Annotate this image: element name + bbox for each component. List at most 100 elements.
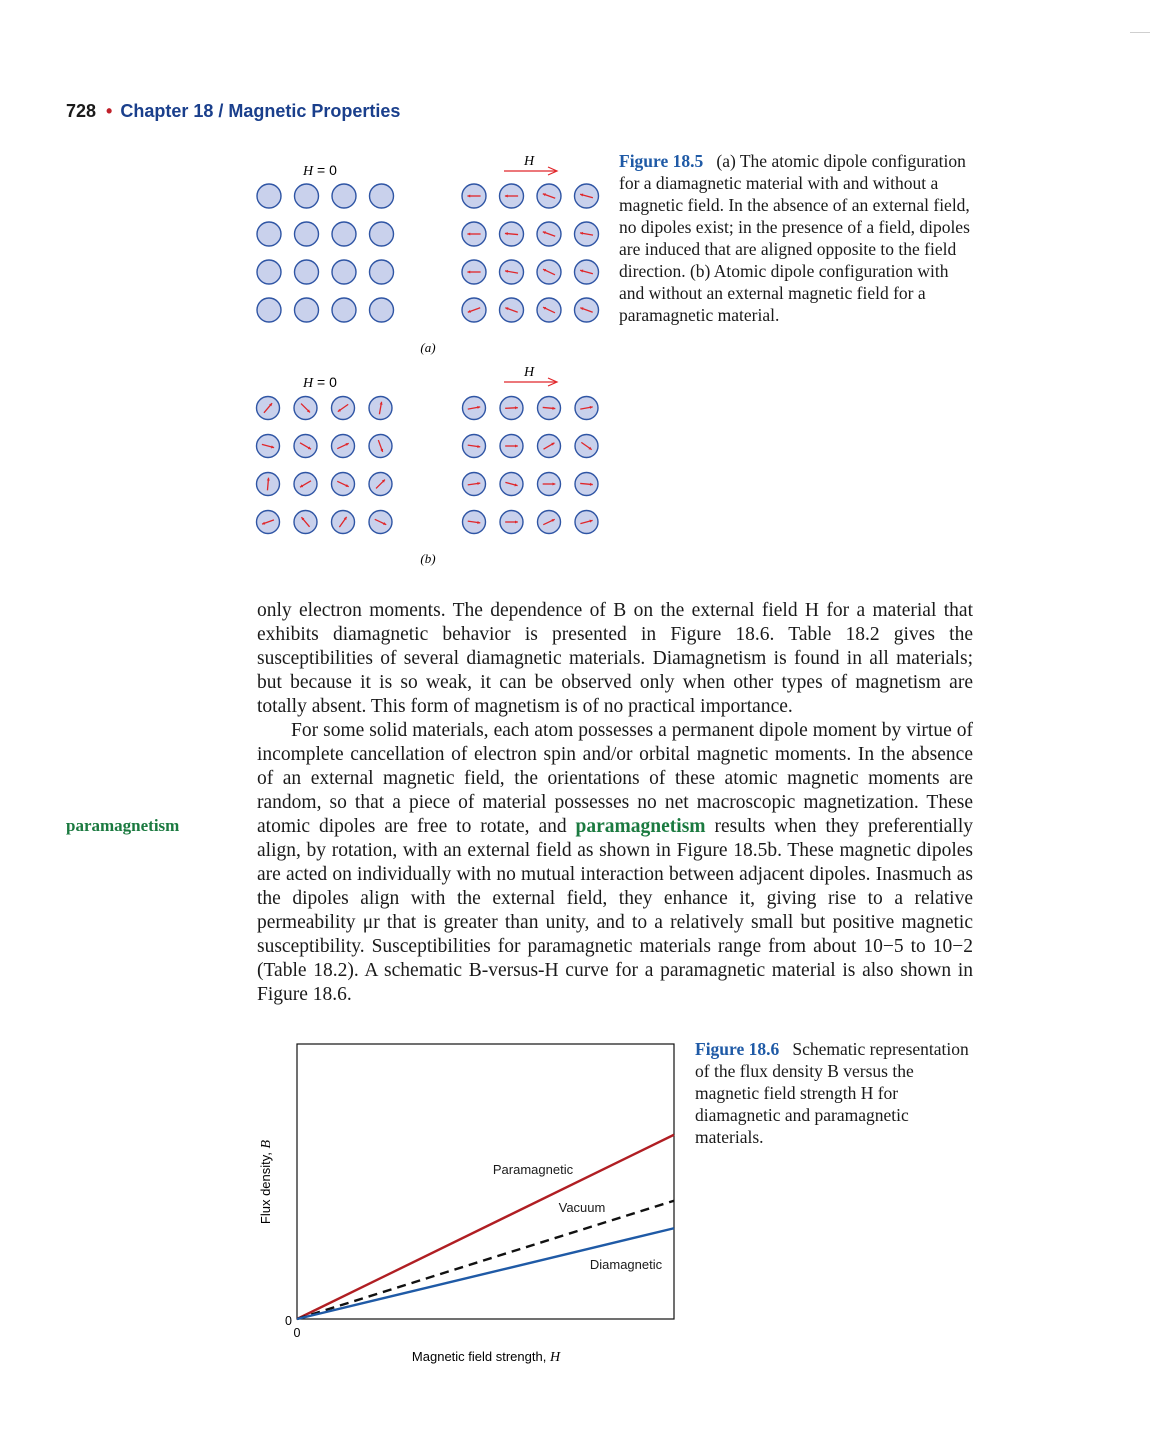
panel-a-left-atom — [293, 259, 320, 285]
panel-b-right-atom — [461, 433, 487, 459]
panel-b-left-atom — [330, 471, 356, 497]
panel-a-field-grid — [461, 183, 600, 323]
atom-circle — [293, 259, 320, 285]
panel-a-no-field-grid — [256, 183, 395, 323]
dipole-arrowhead — [589, 482, 593, 486]
figure-18-5-caption: Figure 18.5 (a) The atomic dipole config… — [619, 150, 975, 326]
panel-b-right-atom — [574, 471, 599, 497]
dipole-arrowhead — [543, 307, 547, 310]
key-term-paramagnetism: paramagnetism — [575, 816, 706, 837]
panel-a-right-atom — [536, 221, 562, 247]
panel-a-right-atom — [536, 259, 562, 285]
dipole-arrowhead — [580, 269, 584, 273]
dipole-arrowhead — [262, 521, 266, 525]
atom-circle — [368, 221, 395, 247]
panel-b-left-atom — [255, 471, 281, 497]
dipole-arrowhead — [270, 445, 275, 449]
dipole-arrowhead — [588, 446, 592, 450]
panel-b-right-atom — [536, 433, 562, 459]
dipole-arrowhead — [580, 231, 584, 235]
x-tick-label: 0 — [294, 1326, 301, 1340]
panel-a-field-arrow — [504, 166, 559, 176]
dipole-arrowhead — [551, 519, 555, 522]
panel-a-right-atom — [498, 221, 525, 247]
dipole-arrowhead — [515, 444, 518, 448]
dipole-arrowhead — [580, 307, 584, 311]
panel-b-right-atom — [499, 395, 524, 421]
panel-b-left-atom — [330, 509, 356, 535]
figure-18-6-caption: Figure 18.6 Schematic representation of … — [695, 1038, 975, 1148]
dipole-arrowhead — [381, 479, 385, 483]
panel-b-field-arrow — [504, 377, 559, 387]
panel-b-no-field-grid — [255, 395, 393, 535]
header-bullet: • — [106, 101, 113, 121]
series-label-paramagnetic: Paramagnetic — [493, 1162, 574, 1177]
panel-a-left-atom — [256, 221, 282, 247]
panel-b-left-atom — [293, 471, 318, 497]
panel-b-left-atom — [255, 509, 281, 535]
panel-b-right-atom — [536, 395, 562, 421]
dipole-arrowhead — [345, 484, 349, 487]
figure-18-5-caption-text: (a) The atomic dipole configuration for … — [619, 151, 970, 325]
panel-b-sublabel: (b) — [420, 551, 435, 566]
panel-b-left-atom — [255, 395, 281, 421]
panel-b-right-atom — [536, 471, 562, 497]
atom-circle — [331, 259, 357, 285]
panel-b-left-atom — [293, 433, 318, 459]
panel-b-left-atom — [368, 433, 393, 459]
panel-b-left-atom — [330, 395, 356, 421]
series-line-vacuum — [296, 1199, 675, 1321]
panel-b-right-atom — [574, 395, 599, 421]
figure-18-5-diagram: H = 0 H (a) H = 0 H (b) — [255, 154, 600, 566]
atom-circle — [256, 183, 282, 209]
panel-a-left-atom — [331, 183, 357, 209]
dipole-arrowhead — [343, 516, 347, 520]
atom-circle — [293, 183, 320, 209]
atom-circle — [368, 297, 395, 323]
panel-b-left-label: H = 0 — [302, 374, 337, 391]
panel-b-right-atom — [574, 509, 599, 535]
dipole-arrowhead — [551, 442, 555, 446]
series-line-paramagnetic — [296, 1133, 675, 1321]
dipole-arrowhead — [306, 409, 310, 413]
atom-circle — [256, 259, 282, 285]
series-label-vacuum: Vacuum — [559, 1200, 606, 1215]
panel-a-left-atom — [256, 297, 282, 323]
dipole-arrowhead — [380, 448, 384, 452]
panel-b-left-atom — [368, 395, 393, 421]
dipole-arrowhead — [383, 522, 387, 525]
dipole-arrowhead — [505, 269, 509, 273]
panel-a-sublabel: (a) — [420, 340, 435, 355]
chart-series-group: Paramagnetic Vacuum Diamagnetic — [296, 1133, 675, 1321]
panel-b-right-atom — [461, 471, 487, 497]
panel-a-right-atom — [498, 183, 525, 209]
dipole-arrowhead — [467, 309, 471, 313]
dipole-arrowhead — [552, 482, 556, 486]
paragraph-2: For some solid materials, each atom poss… — [257, 719, 973, 1007]
dipole-arrowhead — [477, 405, 481, 409]
dipole-arrowhead — [467, 194, 471, 198]
margin-term: paramagnetism — [66, 816, 180, 835]
dipole-arrowhead — [589, 405, 593, 409]
panel-a-field-label: H — [523, 154, 535, 169]
panel-a-right-atom — [461, 221, 487, 247]
panel-a-right-atom — [536, 297, 562, 323]
panel-a-left-atom — [293, 183, 320, 209]
dipole-arrowhead — [467, 232, 471, 236]
atom-circle — [331, 221, 357, 247]
dipole-arrowhead — [514, 406, 518, 410]
panel-a-left-atom — [293, 297, 320, 323]
paragraph-2-start: For some solid materials, each atom poss… — [257, 720, 973, 837]
figure-18-6-caption-text: Schematic representation of the flux den… — [695, 1039, 969, 1147]
panel-b-right-atom — [499, 433, 524, 459]
panel-a-right-atom — [461, 297, 487, 323]
panel-a-right-atom — [573, 297, 600, 323]
panel-a-left-atom — [368, 183, 395, 209]
panel-a-right-atom — [573, 259, 600, 285]
panel-b-right-atom — [461, 509, 487, 535]
page-number: 728 — [66, 101, 97, 121]
panel-a-left-atom — [331, 221, 357, 247]
panel-a-right-atom — [498, 259, 525, 285]
atom-circle — [293, 221, 320, 247]
panel-b-right-atom — [499, 471, 524, 497]
